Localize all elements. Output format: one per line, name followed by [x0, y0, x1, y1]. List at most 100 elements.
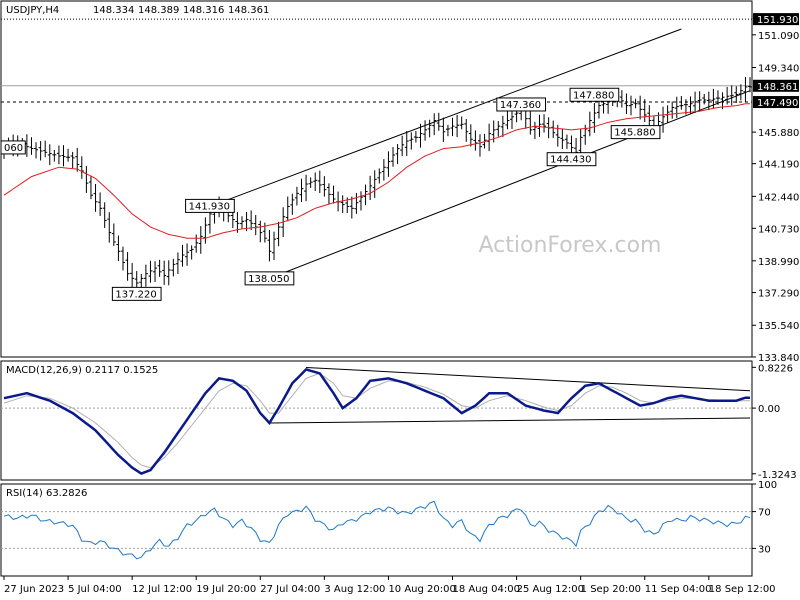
macd-tick-label: -1.3243: [758, 470, 797, 481]
price-tick-label: 142.440: [758, 192, 799, 203]
price-bars: [2, 76, 752, 292]
ohlc-bar: [107, 212, 112, 243]
ohlc-bar: [180, 244, 185, 267]
rsi-lines: [1, 500, 752, 560]
channel-line-1: [269, 90, 751, 279]
ohlc-bar: [189, 245, 194, 260]
macd-panel: MACD(12,26,9) 0.2117 0.1525: [0, 360, 753, 481]
price-annotation-label: 147.880: [573, 90, 614, 101]
ohlc-bar: [560, 129, 565, 149]
price-annotation-label: 137.220: [115, 289, 156, 300]
price-tick-label: 151.090: [758, 31, 799, 42]
macd-signal-line: [3, 372, 750, 469]
ohlc-bar: [592, 102, 597, 133]
price-annotation-label: 138.050: [248, 274, 289, 285]
ohlc-bar: [29, 137, 34, 155]
ohlc-bar: [423, 120, 428, 141]
price-annotation-box: [111, 286, 162, 301]
rsi-tick-label: 100: [758, 480, 777, 491]
rsi-tick-label: 30: [758, 544, 771, 555]
ohlc-close: 148.361: [228, 5, 269, 16]
price-annotation-label: 144.430: [550, 155, 591, 166]
ohlc-bar: [130, 263, 135, 289]
ohlc-bar: [734, 86, 739, 103]
time-axis: 27 Jun 2023 5 Jul 04:00 12 Jul 12:00 19 Jul…: [3, 576, 776, 595]
ohlc-bar: [120, 246, 125, 271]
ohlc-bar: [647, 105, 652, 129]
ohlc-bar: [409, 132, 414, 150]
time-tick-label: 12 Jul 12:00: [132, 584, 192, 595]
ohlc-bar: [175, 252, 180, 275]
ohlc-bar: [455, 114, 460, 138]
price-tick-label: 137.290: [758, 289, 799, 300]
ohlc-low: 148.316: [183, 5, 224, 16]
ohlc-bar: [134, 271, 139, 288]
time-tick-label: 27 Jul 04:00: [260, 584, 320, 595]
ohlc-bar: [496, 121, 501, 137]
ohlc-bar: [66, 148, 71, 162]
ohlc-bar: [294, 186, 299, 206]
ohlc-bar: [564, 134, 569, 149]
price-tick-label: 138.990: [758, 257, 799, 268]
price-tick-label: 133.840: [758, 353, 799, 364]
ohlc-bar: [400, 135, 405, 157]
ohlc-bar: [729, 85, 734, 106]
ohlc-bar: [79, 156, 84, 179]
macd-trend-line-0: [306, 366, 751, 392]
ohlc-bar: [551, 120, 556, 138]
ohlc-bar: [239, 216, 244, 229]
price-annotation-box: [610, 125, 661, 140]
ohlc-bar: [693, 91, 698, 114]
ohlc-bar: [542, 114, 547, 133]
ohlc-bar: [441, 117, 446, 142]
level-tag-1: 148.361: [753, 79, 799, 93]
macd-tick-label: 0.8226: [758, 363, 793, 374]
price-tick-label: 144.190: [758, 160, 799, 171]
price-tick-label: 149.340: [758, 63, 799, 74]
rsi-tick-label: 70: [758, 508, 771, 519]
price-annotation-box: [569, 87, 620, 102]
ohlc-bar: [386, 151, 391, 177]
price-tick-label: 140.730: [758, 224, 799, 235]
ohlc-bar: [47, 144, 52, 166]
ohlc-bar: [738, 84, 743, 101]
rsi-line: [3, 500, 751, 560]
ohlc-bar: [349, 196, 354, 219]
ohlc-bar: [473, 130, 478, 151]
ohlc-bar: [326, 183, 331, 205]
ohlc-bar: [683, 99, 688, 115]
time-tick-label: 18 Aug 04:00: [453, 584, 520, 595]
ohlc-bar: [464, 118, 469, 142]
level-tag-2: 147.490: [753, 96, 799, 109]
macd-lines: [1, 366, 752, 475]
price-annotation-label: 147.360: [500, 100, 541, 111]
ohlc-bar: [308, 177, 313, 188]
ohlc-bar: [528, 111, 533, 135]
ohlc-bar: [391, 147, 396, 167]
ohlc-bar: [162, 260, 167, 285]
time-tick-label: 5 Jul 04:00: [68, 584, 122, 595]
time-tick-label: 3 Aug 12:00: [324, 584, 385, 595]
ohlc-bar: [153, 261, 158, 283]
rsi-panel: RSI(14) 63.2826: [0, 483, 753, 577]
ohlc-bar: [70, 151, 75, 169]
ohlc-bar: [313, 172, 318, 192]
ohlc-bar: [285, 196, 290, 222]
ohlc-bar: [322, 176, 327, 197]
level-tag-0: 151.930: [753, 13, 799, 26]
ohlc-bar: [34, 142, 39, 159]
ohlc-bar: [702, 93, 707, 105]
macd-main-line: [3, 367, 750, 475]
level-tag-label: 148.361: [757, 82, 798, 93]
ohlc-bar: [725, 86, 730, 105]
price-annotation-1: 137.220: [111, 286, 162, 301]
ohlc-bar: [715, 90, 720, 105]
price-annotation-box: [0, 140, 26, 155]
ohlc-bar: [418, 123, 423, 148]
ohlc-bar: [510, 108, 515, 130]
ohlc-bar: [450, 117, 455, 137]
time-tick-label: 1 Sep 20:00: [581, 584, 641, 595]
price-tick-label: 135.540: [758, 321, 799, 332]
ohlc-bar: [619, 90, 624, 108]
rsi-axis: 100 70 30: [752, 480, 777, 555]
